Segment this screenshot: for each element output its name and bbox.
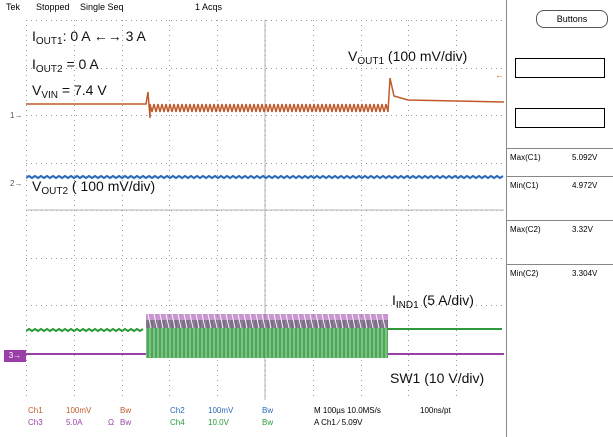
- ch1-ground-marker[interactable]: 1→: [10, 111, 23, 120]
- ch3-label[interactable]: Ch3: [28, 418, 43, 427]
- measurement-value: 3.304V: [572, 269, 598, 278]
- ch3-switching-edge: [315, 313, 320, 329]
- ch3-switching-edge: [333, 313, 338, 329]
- ch3-switching-edge: [213, 313, 218, 329]
- ch3-switching-edge: [165, 313, 170, 329]
- ch4-iind1-trace: [387, 328, 502, 330]
- measurement-min-c2: Min(C2) 3.304V: [506, 264, 613, 395]
- ch3-switching-edge: [177, 313, 182, 329]
- sw1-annotation: SW1 (10 V/div): [390, 370, 485, 386]
- measurement-panel: [506, 0, 613, 437]
- ch3-switching-edge: [291, 313, 296, 329]
- ch4-iind1-trace: [26, 327, 144, 333]
- vout2-annotation: VOUT2 ( 100 mV/div): [32, 178, 156, 197]
- measurement-value: 4.972V: [572, 181, 598, 190]
- waveform-svg: [26, 20, 504, 400]
- ch3-switching-edge: [159, 313, 164, 329]
- ch3-switching-edge: [303, 313, 308, 329]
- ch3-switching-edge: [375, 313, 380, 329]
- ch3-switching-edge: [153, 313, 158, 329]
- brand-label: Tek: [6, 2, 21, 12]
- trigger-readout[interactable]: A Ch1 ∕ 5.09V: [314, 418, 363, 427]
- ch3-switching-edge: [147, 313, 152, 329]
- acquisition-mode: Single Seq: [80, 2, 124, 12]
- ch3-switching-edge: [285, 313, 290, 329]
- buttons-button[interactable]: Buttons: [536, 10, 608, 28]
- ch3-switching-edge: [207, 313, 212, 329]
- ch3-ohm-icon: Ω: [108, 418, 114, 427]
- ch3-switching-edge: [369, 313, 374, 329]
- iout1-annotation: IOUT1: 0 A ←→ 3 A: [32, 28, 146, 47]
- ch2-vout2-trace: [26, 174, 504, 180]
- ch2-label[interactable]: Ch2: [170, 406, 185, 415]
- measurement-max-c1: Max(C1) 5.092V: [506, 148, 613, 211]
- acquisition-count: 1 Acqs: [195, 2, 223, 12]
- ch3-switching-edge: [171, 313, 176, 329]
- ch3-bw-icon: Bw: [120, 418, 132, 427]
- measurement-value: 5.092V: [572, 153, 598, 162]
- measurement-label: Max(C2): [510, 225, 541, 234]
- ch1-scale: 100mV: [66, 406, 92, 415]
- ch3-switching-edge: [219, 313, 224, 329]
- ch3-ground-marker[interactable]: 3→: [4, 350, 26, 362]
- ch3-switching-edge: [225, 313, 230, 329]
- vout1-annotation: VOUT1 (100 mV/div): [348, 48, 468, 67]
- acquisition-status: Stopped: [36, 2, 70, 12]
- measurement-label: Max(C1): [510, 153, 541, 162]
- ch2-scale: 100mV: [208, 406, 234, 415]
- ch3-switching-edge: [195, 313, 200, 329]
- timebase-readout[interactable]: M 100µs 10.0MS/s: [314, 406, 381, 415]
- ch2-ground-marker[interactable]: 2→: [10, 179, 23, 188]
- status-bar: Tek Stopped Single Seq 1 Acqs: [0, 0, 613, 20]
- ch4-label[interactable]: Ch4: [170, 418, 185, 427]
- ch3-scale: 5.0A: [66, 418, 83, 427]
- ch3-switching-edge: [345, 313, 350, 329]
- ch3-switching-edge: [351, 313, 356, 329]
- ch3-switching-edge: [297, 313, 302, 329]
- iout2-annotation: IOUT2 = 0 A: [32, 56, 99, 75]
- measurement-min-c1: Min(C1) 4.972V: [506, 176, 613, 239]
- ch3-switching-burst: [146, 314, 388, 328]
- ch1-label[interactable]: Ch1: [28, 406, 43, 415]
- ch3-switching-edge: [339, 313, 344, 329]
- ch3-switching-edge: [381, 313, 386, 329]
- ch1-offset-arrow-icon: ←: [495, 70, 504, 80]
- ch3-switching-edge: [327, 313, 332, 329]
- softkey-box-1[interactable]: [515, 58, 605, 78]
- measurement-max-c2: Max(C2) 3.32V: [506, 220, 613, 283]
- ch4-scale: 10.0V: [208, 418, 229, 427]
- ch1-vout1-trace: [26, 77, 504, 119]
- ch3-switching-edge: [279, 313, 284, 329]
- ch3-switching-edge: [201, 313, 206, 329]
- waveform-display[interactable]: IOUT1: 0 A ←→ 3 A IOUT2 = 0 A VVIN = 7.4…: [26, 20, 504, 400]
- ch3-switching-edge: [261, 313, 266, 329]
- iind1-annotation: IIND1 (5 A/div): [392, 292, 474, 311]
- measurement-value: 3.32V: [572, 225, 593, 234]
- ch3-switching-edge: [231, 313, 236, 329]
- channel-readout-bar: Ch1 100mV Bw Ch2 100mV Bw M 100µs 10.0MS…: [0, 402, 506, 437]
- ch4-bw-icon: Bw: [262, 418, 274, 427]
- ch3-switching-edge: [189, 313, 194, 329]
- ch3-switching-edge: [255, 313, 260, 329]
- ch3-switching-edge: [267, 313, 272, 329]
- ch1-bw-icon: Bw: [120, 406, 132, 415]
- vvin-annotation: VVIN = 7.4 V: [32, 82, 107, 101]
- measurement-label: Min(C2): [510, 269, 539, 278]
- ch3-switching-edge: [183, 313, 188, 329]
- ch3-switching-edge: [237, 313, 242, 329]
- ch3-switching-edge: [243, 313, 248, 329]
- ch2-bw-icon: Bw: [262, 406, 274, 415]
- ch3-switching-edge: [309, 313, 314, 329]
- ch3-switching-edge: [357, 313, 362, 329]
- ch3-switching-edge: [363, 313, 368, 329]
- ch3-switching-edge: [249, 313, 254, 329]
- ch3-switching-edge: [273, 313, 278, 329]
- ch3-switching-edge: [321, 313, 326, 329]
- record-readout: 100ns/pt: [420, 406, 451, 415]
- softkey-box-2[interactable]: [515, 108, 605, 128]
- measurement-label: Min(C1): [510, 181, 539, 190]
